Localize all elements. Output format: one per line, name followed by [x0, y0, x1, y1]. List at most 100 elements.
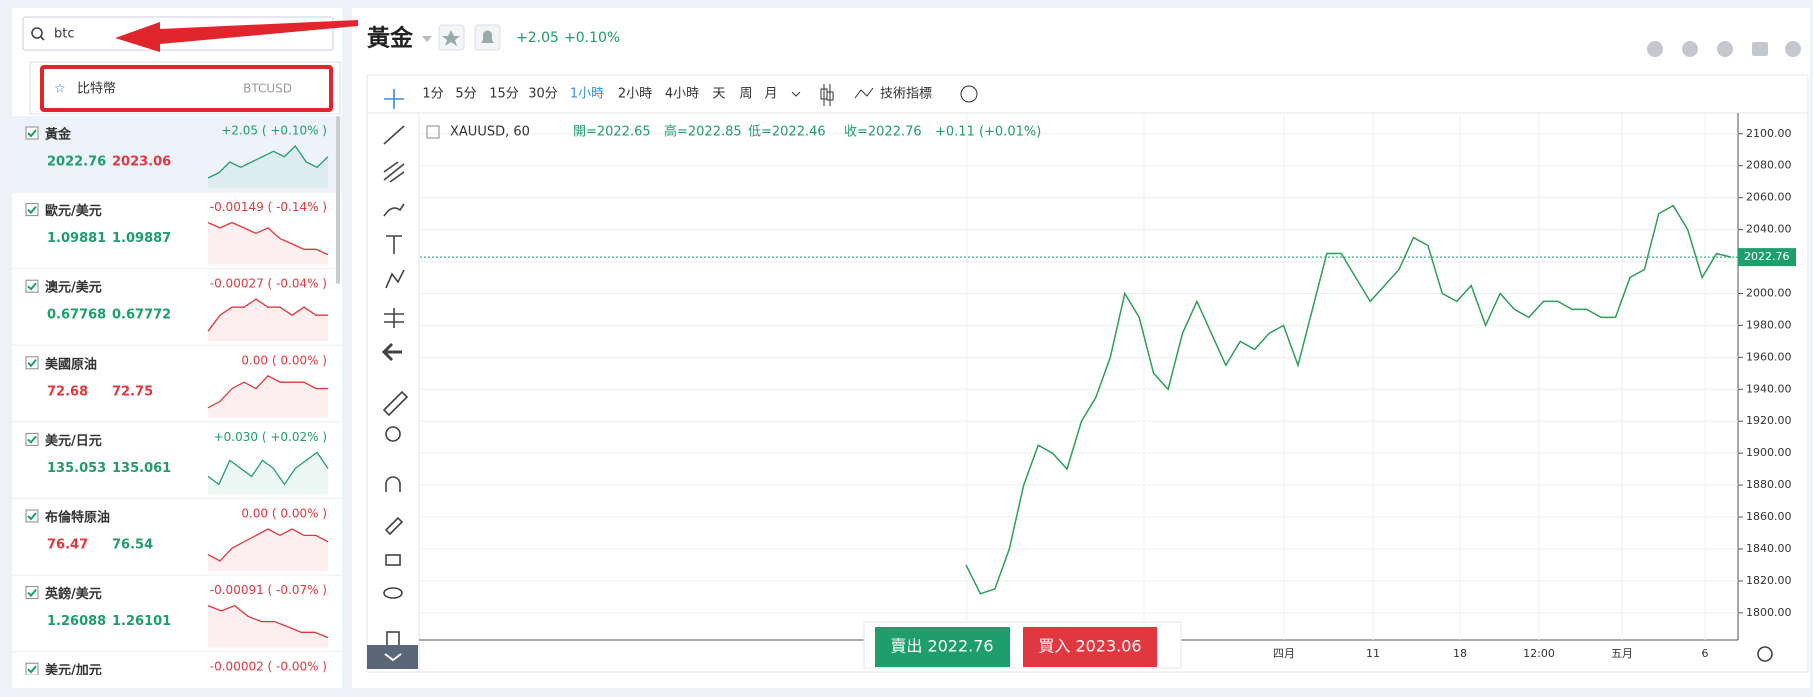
- item-ask: 135.061: [112, 461, 171, 476]
- item-change: -0.00149 ( -0.14% ): [210, 200, 327, 214]
- icon-gauge[interactable]: [1717, 41, 1733, 57]
- item-change: 0.00 ( 0.00% ): [241, 353, 327, 367]
- tool-pattern[interactable]: [385, 269, 405, 289]
- tool-cross[interactable]: [384, 89, 404, 109]
- bell-glyph: [481, 30, 494, 43]
- legend-toggle[interactable]: [426, 125, 440, 139]
- checkbox[interactable]: [25, 279, 39, 293]
- item-bid: 76.47: [47, 538, 88, 553]
- tool-line[interactable]: [383, 125, 405, 145]
- tool-eye[interactable]: [383, 587, 403, 599]
- y-tick-label: 2080.00: [1746, 159, 1792, 172]
- settings-bottom[interactable]: [1757, 646, 1773, 662]
- item-name[interactable]: 歐元/美元: [45, 203, 102, 219]
- interval[interactable]: 周: [739, 87, 752, 102]
- result-name[interactable]: 比特幣: [77, 82, 116, 97]
- checkbox[interactable]: [25, 126, 39, 140]
- sparkline-area: [208, 452, 328, 495]
- icon-pie[interactable]: [1647, 41, 1663, 57]
- item-ask: 0.67772: [112, 308, 171, 323]
- item-name[interactable]: 美元/加元: [45, 663, 102, 679]
- star-icon[interactable]: ☆: [54, 82, 66, 97]
- icon-calendar[interactable]: [1752, 42, 1768, 56]
- scrollbar: [336, 116, 340, 284]
- symbol-title: 黃金: [367, 25, 414, 52]
- tools-collapse[interactable]: [367, 645, 418, 669]
- interval[interactable]: 1分: [422, 87, 443, 102]
- sparkline-area: [208, 605, 328, 648]
- check: [27, 435, 37, 444]
- item-ask: 1.26101: [112, 614, 171, 629]
- x-tick-label: 12:00: [1523, 647, 1555, 660]
- item-change: +0.030 ( +0.02% ): [214, 430, 327, 444]
- item-name[interactable]: 布倫特原油: [45, 510, 110, 526]
- checkbox[interactable]: [25, 662, 39, 675]
- checkbox[interactable]: [25, 509, 39, 523]
- tool-lock-draw[interactable]: [384, 516, 404, 536]
- check: [27, 359, 37, 368]
- item-change: -0.00027 ( -0.04% ): [210, 277, 327, 291]
- tool-text[interactable]: [386, 235, 402, 254]
- sparkline: [207, 374, 328, 409]
- sparkline: [207, 221, 329, 256]
- highlight-box: [40, 65, 333, 112]
- interval[interactable]: 2小時: [618, 87, 652, 102]
- x-tick-label: 五月: [1611, 647, 1633, 660]
- sparkline: [207, 604, 329, 639]
- y-tick-label: 1820.00: [1746, 574, 1792, 587]
- interval[interactable]: 30分: [528, 87, 558, 102]
- buy-button[interactable]: [1023, 627, 1157, 667]
- sell-button[interactable]: [875, 627, 1010, 667]
- sell-label: 賣出 2022.76: [890, 637, 993, 656]
- item-name[interactable]: 美元/日元: [45, 433, 102, 449]
- checkbox[interactable]: [25, 356, 39, 370]
- tool-brush[interactable]: [383, 203, 405, 217]
- tool-zoom[interactable]: [385, 426, 401, 442]
- item-name[interactable]: 英鎊/美元: [44, 586, 102, 602]
- legend-ohlc: 收=2022.76: [844, 125, 922, 140]
- tool-magnet[interactable]: [385, 476, 401, 492]
- tool-ruler[interactable]: [382, 390, 409, 417]
- item-name[interactable]: 澳元/美元: [45, 280, 102, 296]
- y-tick-label: 1840.00: [1746, 542, 1792, 555]
- item-name[interactable]: 黃金: [44, 127, 72, 143]
- item-ask: 2023.06: [112, 155, 171, 170]
- indicators[interactable]: 技術指標: [880, 87, 932, 102]
- last-price-label: 2022.76: [1744, 250, 1790, 263]
- tool-measure-fib[interactable]: [384, 308, 404, 328]
- tool-lock[interactable]: [385, 554, 401, 566]
- tool-channel[interactable]: [383, 161, 405, 183]
- y-tick-label: 2060.00: [1746, 191, 1792, 204]
- sparkline: [207, 528, 329, 562]
- icon-info[interactable]: [1785, 41, 1801, 57]
- red-arrow: [115, 20, 358, 52]
- legend-ohlc: 低=2022.46: [748, 125, 826, 140]
- interval[interactable]: 15分: [489, 87, 519, 102]
- tool-back[interactable]: [381, 342, 402, 362]
- top-icons: [1647, 41, 1801, 57]
- interval[interactable]: 1小時: [570, 87, 604, 102]
- checkbox[interactable]: [25, 203, 39, 217]
- checkbox[interactable]: [25, 432, 39, 446]
- x-tick-label: 11: [1366, 647, 1380, 660]
- last-price-box: [1738, 248, 1796, 267]
- interval[interactable]: 月: [764, 87, 777, 102]
- checkbox[interactable]: [25, 586, 39, 600]
- y-tick-label: 1860.00: [1746, 510, 1792, 523]
- x-tick-label: 18: [1453, 647, 1467, 660]
- caret[interactable]: [422, 36, 432, 42]
- item-change: -0.00002 ( -0.00% ): [210, 660, 327, 674]
- candle-icon[interactable]: [820, 84, 834, 106]
- item-ask: 72.75: [112, 384, 153, 399]
- settings[interactable]: [960, 85, 978, 103]
- y-tick-label: 2000.00: [1746, 286, 1792, 299]
- interval[interactable]: 5分: [455, 87, 476, 102]
- search-dropdown: [29, 61, 341, 115]
- interval[interactable]: 4小時: [665, 87, 699, 102]
- interval[interactable]: 天: [712, 87, 725, 102]
- check: [27, 129, 37, 138]
- item-name[interactable]: 美國原油: [45, 356, 97, 372]
- x-tick-label: 6: [1702, 647, 1709, 660]
- icon-compass[interactable]: [1682, 41, 1698, 57]
